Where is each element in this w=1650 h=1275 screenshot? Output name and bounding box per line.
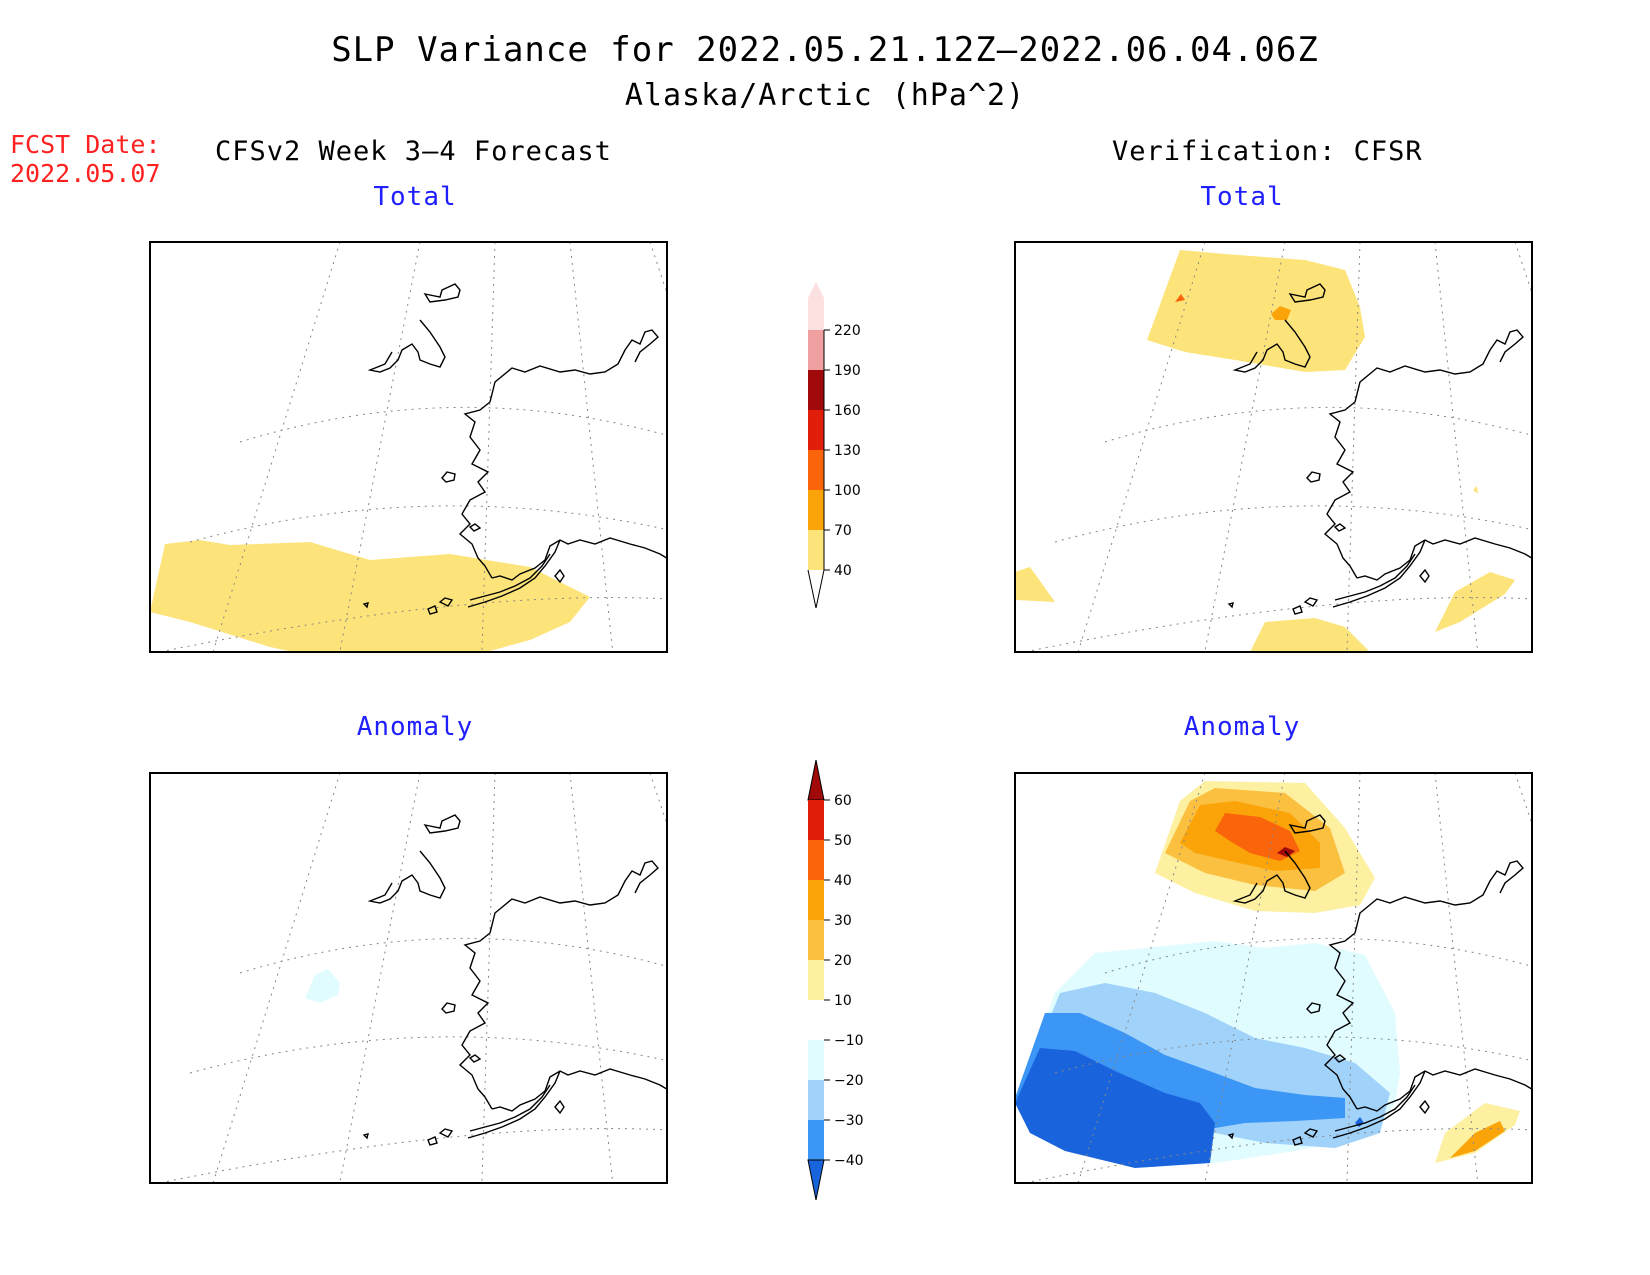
forecast-total-title: Total bbox=[373, 182, 457, 212]
variance-fill-40-70-north bbox=[1147, 250, 1365, 372]
forecast-column-title: CFSv2 Week 3–4 Forecast bbox=[215, 136, 612, 167]
colorbar-tick-label: 20 bbox=[834, 953, 852, 969]
total-colorbar: 40 70 100 130 160 190 220 bbox=[807, 282, 861, 609]
colorbar-tick-label: 10 bbox=[834, 993, 852, 1009]
colorbar-tick-label: 160 bbox=[834, 403, 861, 419]
colorbar-lower-extension bbox=[807, 569, 825, 609]
forecast-total-map bbox=[149, 241, 668, 653]
colorbar-segment bbox=[808, 370, 824, 410]
anomaly-colorbar: 60 50 40 30 20 10 −10 −20 −30 −40 bbox=[807, 759, 864, 1201]
colorbar-tick-label: −10 bbox=[834, 1033, 864, 1049]
variance-fill-40-70-southwest bbox=[1015, 567, 1055, 602]
forecast-anomaly-frame bbox=[149, 772, 668, 1184]
colorbar-segment bbox=[808, 1080, 824, 1120]
colorbar-tick-label: 190 bbox=[834, 363, 861, 379]
verification-anomaly-title: Anomaly bbox=[1183, 712, 1301, 742]
colorbar-segment bbox=[808, 530, 824, 570]
verification-total-title: Total bbox=[1200, 182, 1284, 212]
verification-column-title: Verification: CFSR bbox=[1112, 136, 1423, 167]
anomaly-fill-20-30-southeast bbox=[1450, 1121, 1505, 1158]
forecast-anomaly-map bbox=[149, 772, 668, 1184]
colorbar-tick-label: 60 bbox=[834, 793, 852, 809]
colorbar-segment bbox=[808, 450, 824, 490]
main-subtitle: Alaska/Arctic (hPa^2) bbox=[624, 78, 1026, 113]
colorbar-tick-label: 130 bbox=[834, 443, 861, 459]
variance-fill-40-70-east bbox=[1473, 486, 1478, 494]
colorbar-tick-label: −20 bbox=[834, 1073, 864, 1089]
colorbar-segment bbox=[808, 960, 824, 1000]
colorbar-segment bbox=[808, 410, 824, 450]
fcst-date-label: FCST Date: bbox=[10, 130, 161, 159]
forecast-total-frame bbox=[149, 241, 668, 653]
colorbar-segment bbox=[808, 880, 824, 920]
variance-fill-70-100-west bbox=[1175, 294, 1185, 302]
verification-anomaly-map bbox=[1014, 772, 1533, 1184]
colorbar-tick-label: −40 bbox=[834, 1153, 864, 1169]
fcst-date-value: 2022.05.07 bbox=[10, 159, 161, 188]
anomaly-fill-40-50 bbox=[1215, 813, 1300, 861]
colorbar-tick-label: 50 bbox=[834, 833, 852, 849]
anomaly-fill-below-minus40 bbox=[1015, 1048, 1215, 1168]
verification-total-map bbox=[1014, 241, 1533, 653]
variance-fill-40-70-south bbox=[1250, 618, 1370, 652]
colorbar-tick-label: 70 bbox=[834, 523, 852, 539]
colorbar-tick-label: 40 bbox=[834, 563, 852, 579]
anomaly-fill-minus10-minus20 bbox=[305, 969, 340, 1003]
colorbar-segment bbox=[808, 490, 824, 530]
colorbar-tick-label: 30 bbox=[834, 913, 852, 929]
colorbar-segment bbox=[808, 330, 824, 370]
forecast-anomaly-title: Anomaly bbox=[356, 712, 474, 742]
variance-fill-70-100-north bbox=[1271, 306, 1291, 320]
colorbar-lower-extension bbox=[807, 1159, 825, 1201]
colorbar-segment bbox=[808, 1000, 824, 1040]
colorbar-upper-extension bbox=[807, 759, 825, 801]
colorbar-segment bbox=[808, 800, 824, 840]
colorbar-tick-label: 40 bbox=[834, 873, 852, 889]
colorbar-tick-label: −30 bbox=[834, 1113, 864, 1129]
colorbar-segment bbox=[808, 920, 824, 960]
colorbar-tick-label: 220 bbox=[834, 323, 861, 339]
colorbar-segment bbox=[808, 1120, 824, 1160]
main-title: SLP Variance for 2022.05.21.12Z–2022.06.… bbox=[331, 30, 1319, 70]
colorbar-tick-label: 100 bbox=[834, 483, 861, 499]
verification-total-frame bbox=[1014, 241, 1533, 653]
colorbar-segment bbox=[808, 1040, 824, 1080]
colorbar-segment bbox=[808, 840, 824, 880]
variance-fill-40-70 bbox=[150, 540, 590, 652]
verification-anomaly-frame bbox=[1014, 772, 1533, 1184]
variance-fill-40-70-southeast bbox=[1435, 572, 1515, 632]
colorbar-segment bbox=[808, 282, 824, 330]
